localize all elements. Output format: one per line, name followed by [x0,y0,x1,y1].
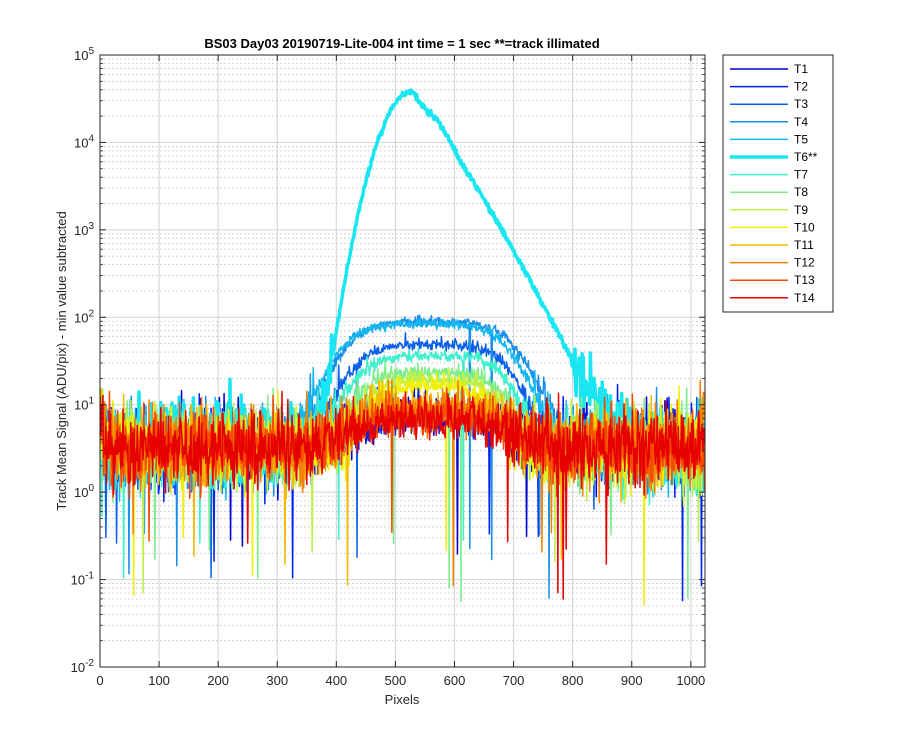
legend-label-t11: T11 [794,238,814,252]
x-tick-label: 600 [444,673,466,688]
x-tick-label: 0 [96,673,103,688]
x-tick-label: 1000 [676,673,705,688]
y-tick-base: 10 [74,223,88,238]
y-tick-base: 10 [74,48,88,63]
y-tick-exponent: 3 [88,221,94,232]
legend-label-t14: T14 [794,291,815,305]
legend-label-t1: T1 [794,62,808,76]
y-tick-base: 10 [74,135,88,150]
plot-frame [99,54,706,668]
legend-label-t9: T9 [794,203,808,217]
y-tick-exponent: -1 [85,571,94,582]
x-tick-label: 200 [207,673,229,688]
x-tick-label: 400 [325,673,347,688]
legend-label-t2: T2 [794,80,808,94]
x-tick-label: 700 [503,673,525,688]
legend-box [722,54,834,313]
y-tick-label: 10-1 [71,571,95,588]
series-line-t14 [100,390,705,600]
x-tick-label: 900 [621,673,643,688]
y-tick-label: 102 [74,308,94,325]
y-tick-base: 10 [71,660,85,675]
y-tick-base: 10 [74,310,88,325]
y-axis-label: Track Mean Signal (ADU/pix) - min value … [54,211,69,510]
x-tick-label: 500 [385,673,407,688]
y-tick-base: 10 [71,573,85,588]
y-tick-base: 10 [74,398,88,413]
x-axis-label: Pixels [385,692,420,707]
x-tick-label: 300 [266,673,288,688]
y-tick-label: 10-2 [71,658,95,675]
legend-label-t3: T3 [794,97,808,111]
legend-label-t6: T6** [794,150,818,164]
legend-label-t10: T10 [794,220,815,234]
legend-label-t5: T5 [794,132,808,146]
legend-label-t12: T12 [794,256,815,270]
y-tick-label: 101 [74,396,94,413]
x-tick-label: 800 [562,673,584,688]
x-tick-labels: 0 100 200 300 400 500 600 700 800 900 1000 [96,673,705,688]
y-tick-exponent: 1 [88,396,94,407]
legend-label-t4: T4 [794,115,808,129]
y-tick-exponent: 0 [88,483,94,494]
legend-label-t13: T13 [794,273,815,287]
y-tick-base: 10 [74,485,88,500]
chart-title: BS03 Day03 20190719-Lite-004 int time = … [204,36,599,51]
x-tick-label: 100 [148,673,170,688]
y-tick-exponent: 5 [88,46,94,57]
y-tick-label: 100 [74,483,94,500]
series-layer [100,88,705,606]
legend-label-t7: T7 [794,168,808,182]
legend: T1 T2 T3 T4 T5 T6** T7 T8 T9 T10 T11 T12 T13 T14 [722,54,834,313]
y-tick-exponent: 4 [88,133,94,144]
axis-ticks [99,54,705,668]
y-tick-label: 103 [74,221,94,238]
y-tick-label: 105 [74,46,94,63]
plot-area [100,55,705,667]
y-tick-exponent: 2 [88,308,94,319]
y-tick-exponent: -2 [85,658,94,669]
legend-label-t8: T8 [794,185,808,199]
y-tick-label: 104 [74,133,94,150]
